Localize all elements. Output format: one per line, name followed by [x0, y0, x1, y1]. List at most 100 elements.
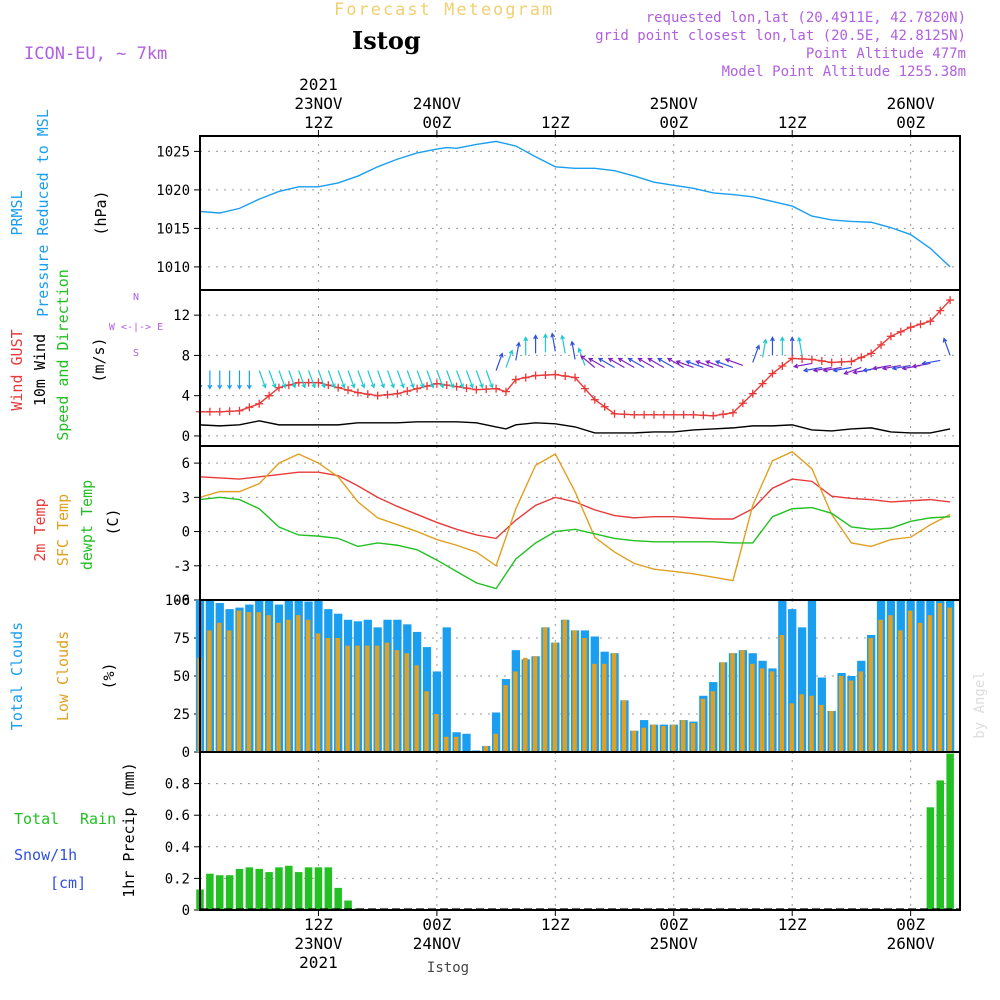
wind-arrow [843, 366, 862, 375]
low-clouds-label: Low Clouds [54, 631, 72, 721]
wind-arrow [881, 364, 901, 371]
low-cloud-bar [937, 603, 943, 752]
wind-arrow [268, 370, 277, 389]
gust-marker [867, 349, 876, 358]
gust-marker [669, 410, 678, 419]
low-cloud-bar [671, 724, 676, 752]
gust-marker [423, 382, 432, 391]
bottom-time-label: 2021 [299, 953, 338, 972]
wind-arrow [416, 370, 425, 389]
gust-marker [304, 378, 313, 387]
precip-total-label: Total [14, 810, 59, 828]
gust-marker [413, 384, 422, 393]
bottom-time-label: 00Z [896, 915, 925, 934]
low-cloud-bar [355, 645, 360, 752]
rain-bar [304, 867, 313, 910]
wind-arrow [570, 340, 576, 360]
low-cloud-bar [414, 665, 419, 752]
wind-arrow [505, 349, 514, 368]
gust-marker [373, 391, 382, 400]
pressure-line [200, 140, 951, 268]
top-time-label: 00Z [896, 113, 925, 132]
rain-bar [285, 865, 293, 910]
gust-marker [205, 407, 214, 416]
wind-gust-label: Wind GUST [8, 329, 26, 410]
gust-marker [886, 332, 895, 341]
low-cloud-bar [799, 694, 804, 752]
gust-marker [541, 371, 550, 380]
wind-arrow [426, 370, 435, 389]
wind-arrow [317, 370, 326, 389]
wind-arrow [921, 359, 941, 366]
pressure-ytick-label: 1025 [156, 144, 190, 160]
gust-marker [245, 403, 254, 412]
gust-marker [492, 384, 501, 393]
wind-speed-dir-label: Speed and Direction [54, 269, 72, 441]
gust-marker [403, 387, 412, 396]
low-cloud-bar [562, 619, 567, 752]
precip-ytick-label: 0.6 [165, 808, 190, 824]
wind-arrow [822, 366, 842, 373]
gust-marker [255, 399, 264, 408]
pressure-ytick-label: 1020 [156, 183, 190, 199]
gust-marker [324, 381, 333, 390]
top-time-label: 26NOV [887, 94, 936, 113]
total-cloud-bar [797, 627, 807, 752]
low-cloud-bar [345, 645, 350, 752]
pressure-ytick-label: 1015 [156, 221, 190, 237]
compass-north: N [133, 292, 139, 303]
gust-marker [758, 379, 767, 388]
gust-marker [274, 383, 283, 392]
pressure-label-msl: Pressure Reduced to MSL [34, 109, 52, 317]
wind-arrow [627, 357, 645, 369]
low-cloud-bar [217, 622, 222, 752]
requested-coords: requested lon,lat (20.4911E, 42.7820N) [645, 10, 966, 26]
top-time-label: 25NOV [650, 94, 699, 113]
rain-bar [235, 868, 244, 910]
low-cloud-bar [424, 691, 429, 752]
precip-rain-label: Rain [80, 810, 116, 828]
total-cloud-bar [462, 733, 471, 752]
temp-sfc-line [200, 450, 951, 582]
wind-arrow [456, 370, 464, 389]
precip-ytick-label: 0 [182, 903, 190, 919]
wind-arrow [367, 370, 376, 389]
rain-bar [324, 867, 333, 910]
point-altitude: Point Altitude 477m [805, 46, 966, 62]
wind-ytick-label: 4 [182, 389, 190, 405]
wind-arrow [217, 370, 223, 390]
bottom-time-label: 23NOV [294, 934, 343, 953]
total-cloud-bar [788, 609, 797, 752]
rain-bar [215, 875, 224, 910]
wind-arrow [298, 370, 307, 389]
gust-marker [561, 372, 570, 381]
wind-arrow [406, 370, 415, 389]
wind-arrow [695, 360, 714, 369]
gust-marker [284, 381, 293, 390]
low-cloud-bar [493, 733, 498, 752]
wind-arrow [246, 370, 252, 390]
bottom-time-label: 12Z [304, 915, 333, 934]
low-cloud-bar [868, 638, 873, 752]
gust-marker [442, 381, 451, 390]
low-cloud-bar [592, 663, 597, 752]
wind-arrow [475, 370, 484, 389]
gust-marker [689, 410, 698, 419]
gust-marker [620, 410, 629, 419]
low-cloud-bar [286, 619, 291, 752]
wind-speed-line [200, 420, 951, 434]
low-cloud-bar [730, 653, 735, 752]
low-cloud-bar [809, 695, 814, 752]
wind-ytick-label: 0 [182, 429, 190, 445]
low-cloud-bar [315, 633, 321, 752]
gust-marker [452, 382, 461, 391]
dewpt-line [200, 496, 951, 590]
total-cloud-bar [442, 627, 451, 752]
gust-marker [946, 296, 955, 305]
wind-arrow [911, 362, 931, 369]
gust-marker [610, 409, 619, 418]
total-cloud-bar [432, 671, 442, 752]
wind-arrow [495, 352, 504, 371]
wind-arrow [812, 366, 832, 373]
total-cloud-bar [491, 712, 501, 752]
